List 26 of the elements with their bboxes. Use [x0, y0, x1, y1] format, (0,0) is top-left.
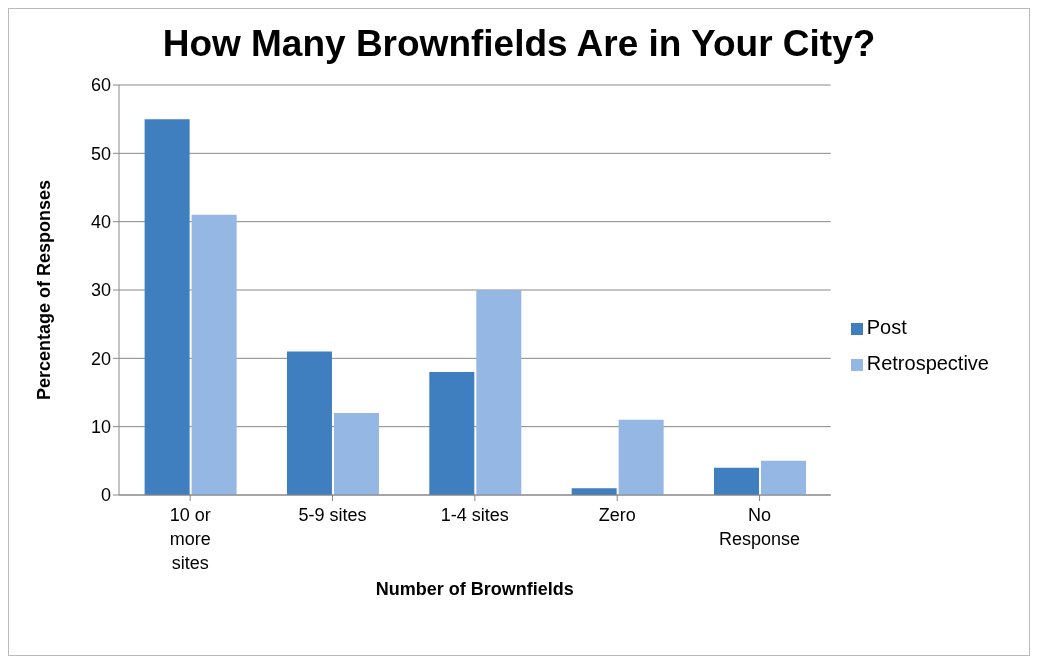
- y-tick-label: 10: [90, 417, 111, 438]
- bar: [191, 214, 237, 495]
- bar: [714, 467, 759, 495]
- bar: [429, 372, 475, 495]
- chart-title: How Many Brownfields Are in Your City?: [161, 23, 877, 65]
- bar: [286, 351, 332, 495]
- x-tick-label: Zero: [598, 505, 636, 525]
- legend-label: Retrospective: [866, 352, 989, 374]
- bar: [476, 290, 522, 495]
- bar: [761, 460, 806, 495]
- bar: [144, 119, 190, 495]
- y-tick-label: 0: [100, 485, 111, 506]
- y-tick-label: 20: [90, 348, 111, 369]
- x-axis-title: Number of Brownfields: [375, 579, 574, 599]
- bar: [618, 419, 664, 495]
- y-tick-label: 40: [90, 212, 111, 233]
- x-tick-label: No Response: [719, 505, 801, 549]
- y-tick-label: 30: [90, 280, 111, 301]
- y-tick-label: 60: [90, 75, 111, 96]
- y-axis-title: Percentage of Responses: [34, 179, 55, 400]
- x-tick-label: 5-9 sites: [298, 505, 367, 525]
- x-tick-label: 1-4 sites: [440, 505, 509, 525]
- bar: [333, 413, 379, 495]
- legend-label: Post: [866, 316, 907, 338]
- x-tick-label: 10 or more sites: [169, 505, 211, 573]
- y-tick-label: 50: [90, 143, 111, 164]
